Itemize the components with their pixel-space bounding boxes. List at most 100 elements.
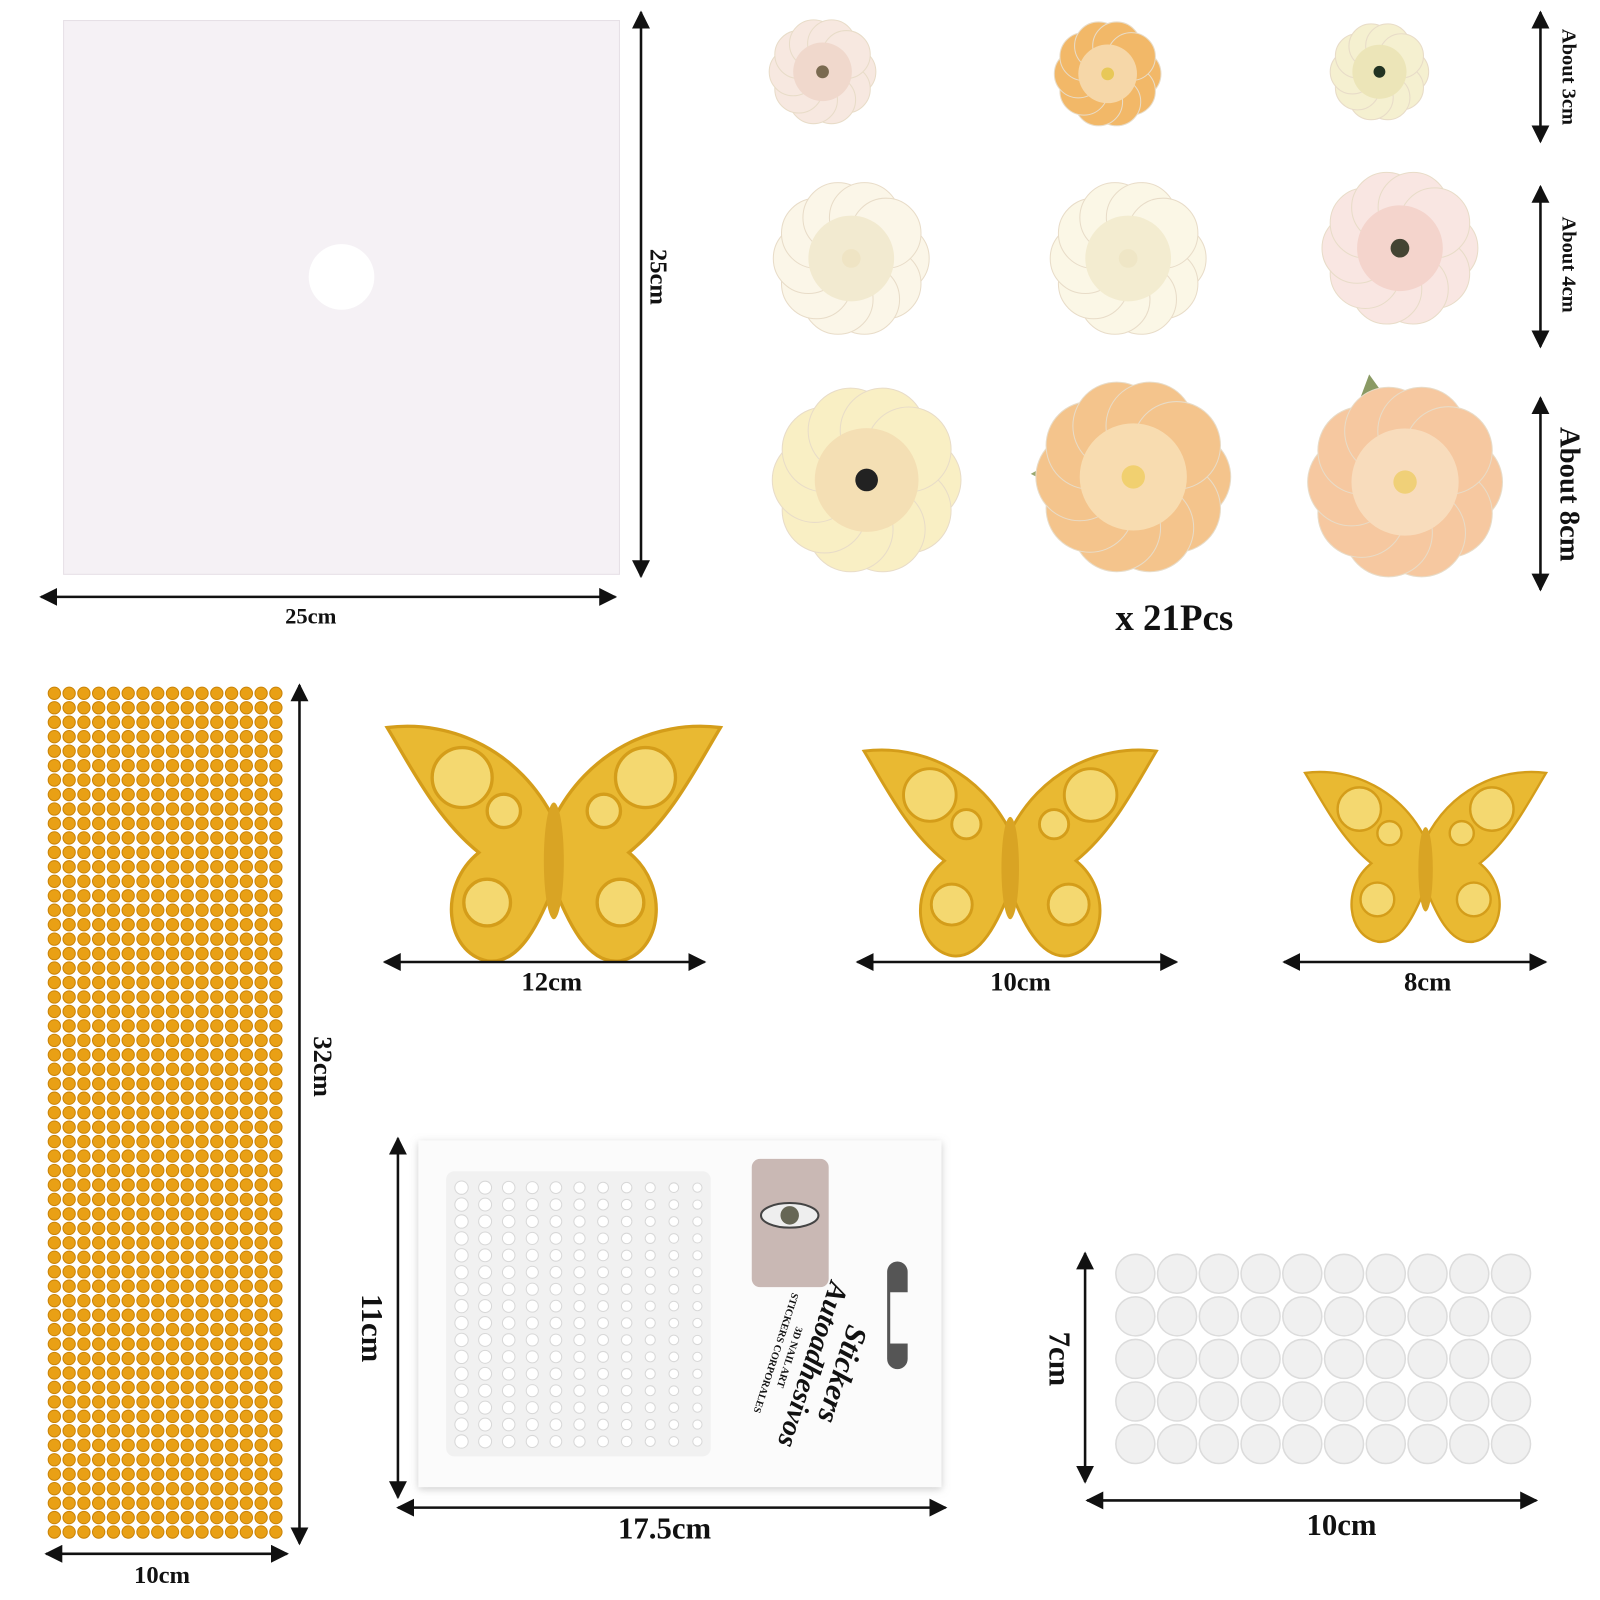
pearl <box>692 1419 703 1430</box>
rhinestone <box>121 1207 135 1221</box>
rhinestone <box>239 1481 254 1496</box>
pearl <box>620 1300 633 1312</box>
rhinestone <box>165 1322 180 1337</box>
rhinestone <box>224 802 239 816</box>
rhinestone <box>195 744 209 758</box>
rhinestone <box>91 946 106 961</box>
rhinestone <box>136 816 150 831</box>
rhinestone <box>47 1481 62 1496</box>
rhinestone <box>47 1351 62 1366</box>
rhinestone <box>62 686 76 700</box>
pearl <box>644 1215 656 1228</box>
rhinestone <box>210 1033 224 1048</box>
rhinestone <box>180 889 194 903</box>
rhinestone <box>180 1062 194 1076</box>
rhinestone <box>254 1322 268 1337</box>
pearl <box>549 1350 563 1364</box>
rhinestone <box>254 1192 268 1207</box>
rhinestone <box>47 889 62 903</box>
rhinestone <box>151 1496 165 1510</box>
rhinestone <box>136 1149 150 1163</box>
rhinestone <box>106 845 121 860</box>
filigree <box>1448 819 1475 847</box>
rhinestone <box>121 1149 135 1163</box>
glue-dot <box>1490 1253 1532 1295</box>
rhinestone <box>62 1091 76 1105</box>
rhinestone <box>77 874 91 888</box>
rhinestone <box>151 1293 165 1308</box>
rhinestone <box>210 701 224 715</box>
butterfly <box>384 724 724 963</box>
rhinestone <box>210 1163 224 1178</box>
rhinestone <box>106 903 121 917</box>
rhinestone <box>239 932 254 946</box>
rhinestone <box>180 1004 194 1019</box>
pearl <box>573 1181 586 1194</box>
rhinestone <box>77 1453 91 1467</box>
rhinestone <box>269 744 283 758</box>
rhinestone <box>106 1308 121 1322</box>
pearl <box>644 1368 656 1380</box>
rhinestone <box>180 1525 194 1539</box>
rhinestone <box>62 744 76 758</box>
glue-dot <box>1115 1253 1156 1295</box>
rhinestone <box>91 1279 106 1293</box>
rhinestone <box>180 1351 194 1366</box>
rhinestone <box>106 1380 121 1395</box>
glue-dot <box>1240 1381 1281 1422</box>
rhinestone <box>224 1207 239 1221</box>
rhinestone <box>224 918 239 932</box>
rhinestone <box>77 1351 91 1366</box>
rhinestone <box>106 1048 121 1062</box>
pearl <box>668 1334 680 1346</box>
rhinestone <box>210 990 224 1004</box>
pearl <box>573 1350 586 1364</box>
rhinestone <box>165 1149 180 1163</box>
rhinestone <box>106 686 121 700</box>
rhinestone <box>165 903 180 917</box>
rhinestone <box>136 802 150 816</box>
rhinestone <box>91 1366 106 1380</box>
pearl <box>454 1281 469 1297</box>
pearl <box>597 1367 610 1380</box>
dimension-label: 11cm <box>355 1294 389 1363</box>
rhinestone <box>269 860 283 874</box>
rhinestone <box>91 1337 106 1351</box>
pearl <box>597 1266 610 1279</box>
pearl <box>597 1300 610 1313</box>
rhinestone <box>195 1366 209 1380</box>
rhinestone <box>269 932 283 946</box>
rhinestone <box>210 1481 224 1496</box>
rhinestone <box>91 1424 106 1438</box>
rhinestone <box>239 975 254 990</box>
flower-center <box>1390 238 1410 258</box>
rhinestone <box>269 1077 283 1091</box>
glue-dot <box>1323 1381 1365 1422</box>
pearl <box>549 1384 563 1398</box>
rhinestone <box>239 1236 254 1250</box>
pearl <box>620 1401 633 1414</box>
rhinestone <box>269 1134 283 1149</box>
glue-dot <box>1407 1423 1448 1465</box>
rhinestone <box>195 1236 209 1250</box>
rhinestone <box>91 1106 106 1120</box>
pearl <box>549 1435 563 1448</box>
rhinestone <box>151 1510 165 1525</box>
rhinestone <box>47 1178 62 1192</box>
rhinestone <box>254 787 268 802</box>
pearl <box>597 1435 610 1448</box>
rhinestone <box>239 744 254 758</box>
rhinestone <box>239 730 254 744</box>
glue-dot <box>1323 1253 1365 1295</box>
pearl <box>620 1317 633 1329</box>
rhinestone <box>136 1207 150 1221</box>
rhinestone <box>224 1438 239 1452</box>
rhinestone <box>62 1134 76 1149</box>
rhinestone <box>269 889 283 903</box>
rhinestone <box>136 1525 150 1539</box>
rhinestone <box>77 1091 91 1105</box>
rhinestone <box>195 845 209 860</box>
pearl <box>692 1216 703 1227</box>
rhinestone <box>121 918 135 932</box>
rhinestone <box>151 1120 165 1134</box>
